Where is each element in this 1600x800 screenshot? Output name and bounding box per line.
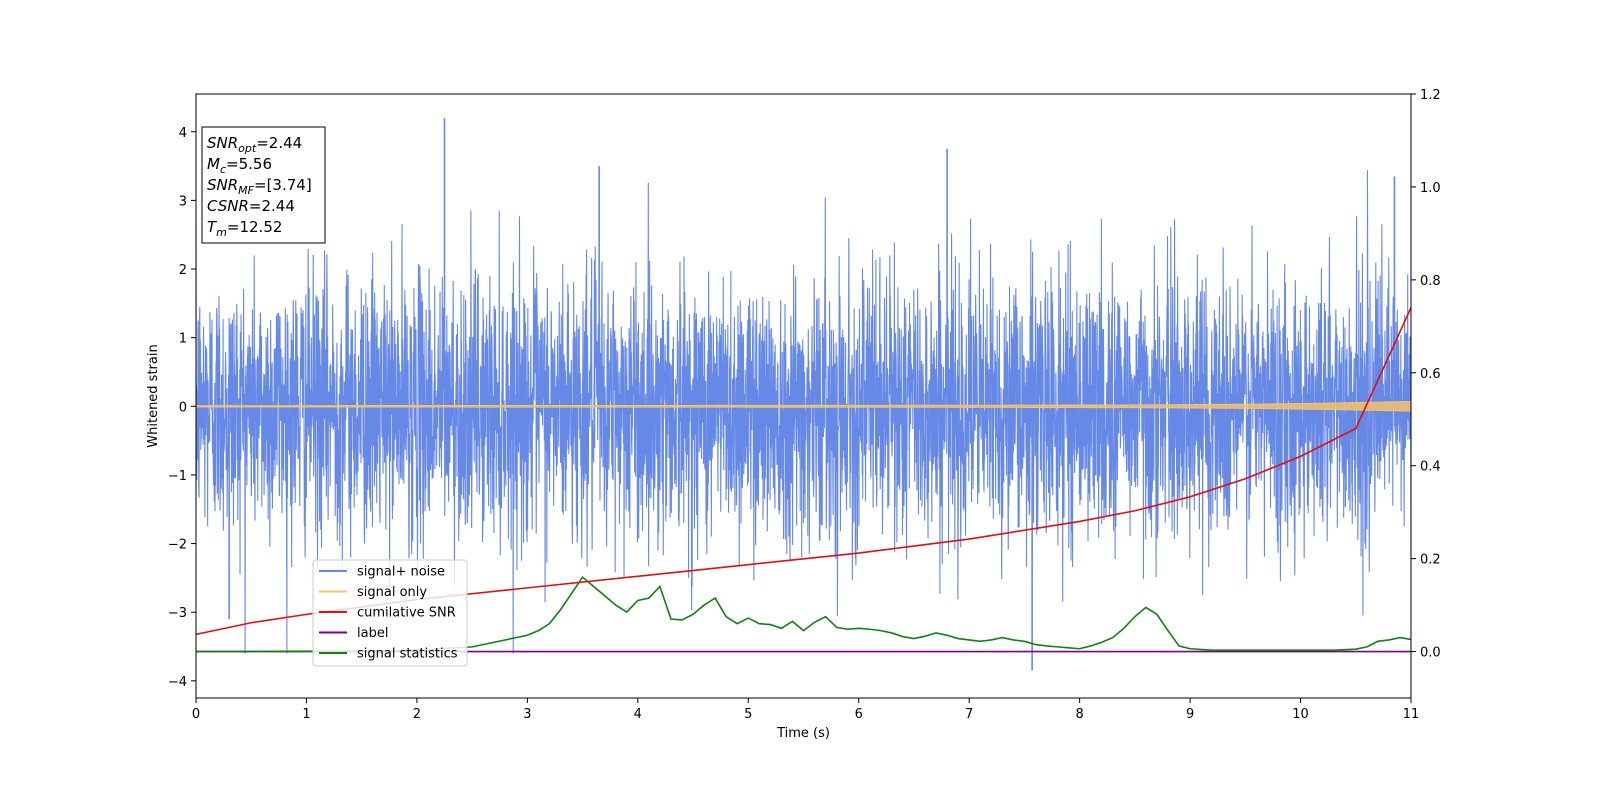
y-axis-label: Whitened strain [146,344,161,447]
info-value: =2.44 [256,134,302,152]
info-var: CSNR [207,197,249,215]
y-right-tick-label: 0.8 [1420,274,1441,289]
x-tick-label: 1 [302,707,310,722]
x-tick-label: 7 [965,707,973,722]
legend-label: signal+ noise [357,565,445,580]
info-value: =2.44 [249,197,295,215]
y-axis-left: −4 −3 −2 −1 0 1 2 3 4 [168,126,196,690]
info-value: =12.52 [227,218,283,236]
x-tick-label: 11 [1403,707,1420,722]
info-subscript: m [216,226,227,239]
signal-statistics-line [195,576,1412,653]
info-var: SNR [207,134,238,152]
noise-series-layer [195,118,1412,671]
x-tick-label: 9 [1186,707,1194,722]
x-tick-label: 0 [192,707,200,722]
info-box: SNRopt=2.44Mc=5.56SNRMF=[3.74]CSNR=2.44T… [201,126,326,244]
y-left-tick-label: −4 [168,675,187,690]
y-right-tick-label: 0.0 [1420,646,1441,661]
info-line: CSNR=2.44 [207,197,295,215]
info-line: SNRMF=[3.74] [207,176,312,197]
y-right-tick-label: 0.6 [1420,367,1441,382]
x-tick-label: 5 [744,707,752,722]
x-tick-label: 4 [634,707,642,722]
legend-label: label [357,626,388,641]
y-right-tick-label: 1.2 [1420,88,1441,103]
y-left-tick-label: 1 [179,332,187,347]
legend-label: cumilative SNR [357,606,456,621]
x-tick-label: 3 [523,707,531,722]
y-left-tick-label: 2 [179,263,187,278]
info-line: Mc=5.56 [207,155,272,176]
info-line: Tm=12.52 [207,218,282,239]
x-axis-label: Time (s) [776,726,830,741]
x-axis: 0 1 2 3 4 5 6 7 8 9 10 11 [192,698,1419,722]
legend-label: signal only [357,585,427,600]
y-right-tick-label: 0.2 [1420,553,1441,568]
y-left-tick-label: 4 [179,126,187,141]
info-subscript: c [220,163,226,176]
y-right-tick-label: 1.0 [1420,181,1441,196]
x-tick-label: 8 [1075,707,1083,722]
y-right-tick-label: 0.4 [1420,460,1441,475]
info-value: =[3.74] [254,176,312,194]
info-subscript: opt [238,142,257,155]
info-box-frame [201,126,326,244]
legend: signal+ noise signal only cumilative SNR la… [312,559,468,667]
x-tick-label: 10 [1292,707,1309,722]
info-subscript: MF [238,184,254,197]
x-tick-label: 2 [413,707,421,722]
y-left-tick-label: 0 [179,400,187,415]
info-value: =5.56 [226,155,272,173]
y-left-tick-label: 3 [179,194,187,209]
info-line: SNRopt=2.44 [207,134,302,155]
y-left-tick-label: −1 [168,469,187,484]
y-left-tick-label: −3 [168,606,187,621]
x-tick-label: 6 [855,707,863,722]
info-var: SNR [207,176,238,194]
info-var: M [207,155,220,173]
y-left-tick-label: −2 [168,538,187,553]
legend-frame [312,559,468,667]
noise-line [195,170,1412,654]
y-axis-right: 0.0 0.2 0.4 0.6 0.8 1.0 1.2 [1411,88,1441,661]
plot-frame [195,93,1412,699]
info-var: T [207,218,218,236]
legend-label: signal statistics [357,647,458,662]
